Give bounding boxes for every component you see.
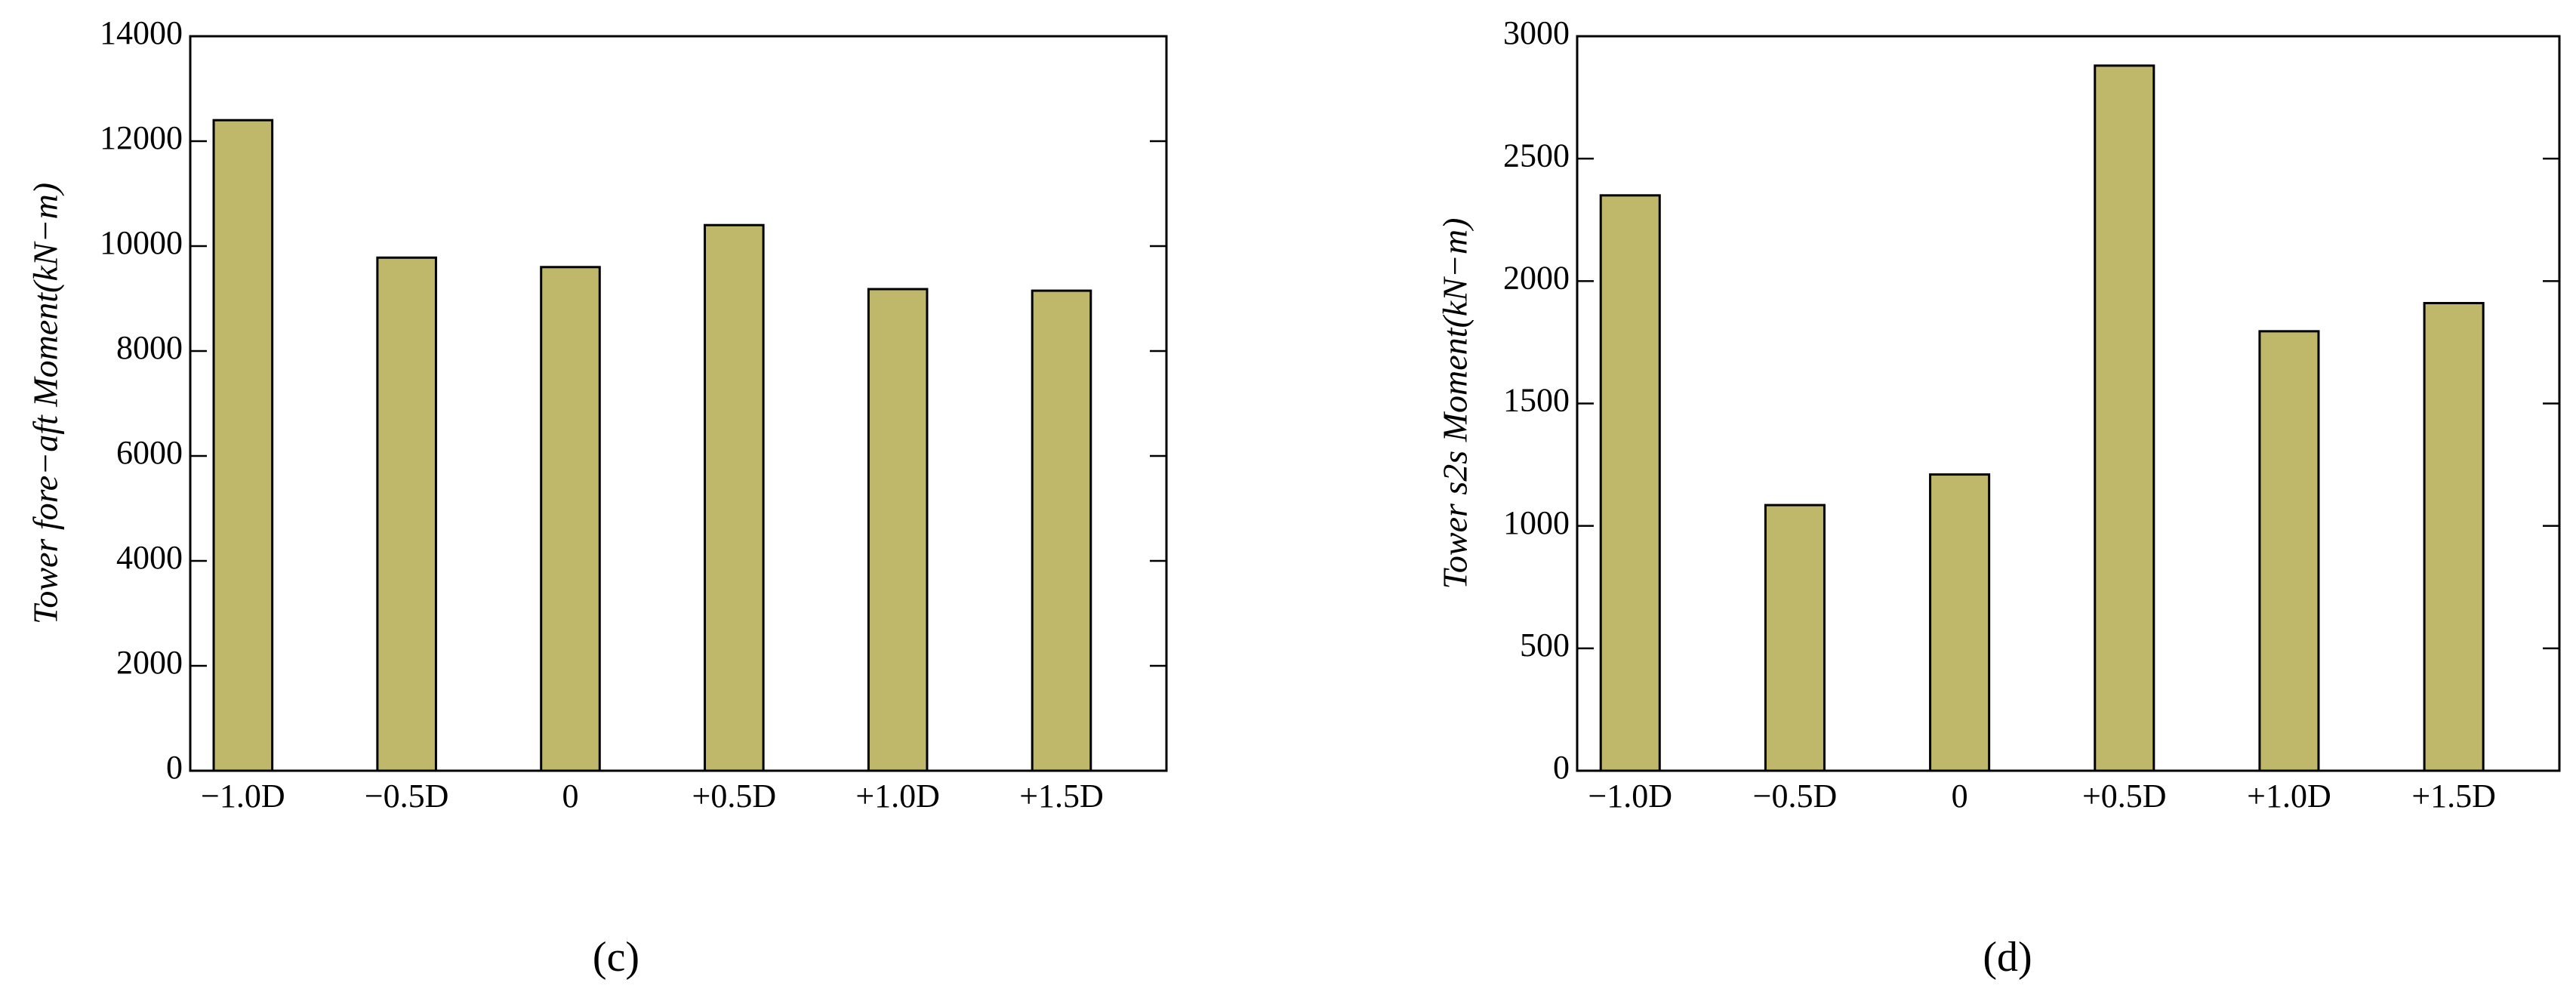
y-tick-label: 3000 xyxy=(1503,14,1570,51)
y-tick-label: 2000 xyxy=(116,644,183,681)
x-tick-label: +1.0D xyxy=(2247,778,2331,815)
y-tick-label: 6000 xyxy=(116,434,183,471)
bar xyxy=(2094,64,2155,772)
y-tick-label: 500 xyxy=(1520,627,1570,664)
y-axis-title: Tower fore−aft Moment(kN−m) xyxy=(26,183,65,624)
x-tick-label: +0.5D xyxy=(2082,778,2167,815)
caption: (d) xyxy=(1983,934,2032,981)
x-tick-label: −0.5D xyxy=(1753,778,1838,815)
y-tick-label: 0 xyxy=(166,749,183,786)
y-tick-label: 8000 xyxy=(116,329,183,366)
y-tick-label: 1000 xyxy=(1503,504,1570,541)
x-tick-label: +1.5D xyxy=(1019,778,1104,815)
bar xyxy=(1599,194,1661,772)
bar xyxy=(2423,302,2485,772)
x-tick-label: 0 xyxy=(1952,778,1968,815)
bar xyxy=(540,266,601,772)
bar xyxy=(867,288,929,772)
y-tick-label: 2500 xyxy=(1503,137,1570,174)
plot-frame xyxy=(1576,35,2561,772)
bar xyxy=(376,256,437,772)
y-tick-label: 14000 xyxy=(100,14,183,51)
y-tick-label: 12000 xyxy=(100,119,183,156)
plot-frame xyxy=(189,35,1168,772)
x-tick-label: +1.0D xyxy=(855,778,940,815)
bar xyxy=(2258,330,2320,772)
y-tick-label: 10000 xyxy=(100,224,183,261)
bar xyxy=(212,119,274,772)
x-tick-label: +1.5D xyxy=(2411,778,2496,815)
x-tick-label: −1.0D xyxy=(1588,778,1672,815)
bar xyxy=(1929,473,1991,772)
bar xyxy=(704,223,765,772)
y-tick-label: 0 xyxy=(1553,749,1570,786)
bar xyxy=(1031,289,1092,772)
y-axis-title: Tower s2s Moment(kN−m) xyxy=(1436,218,1474,590)
caption: (c) xyxy=(593,934,639,981)
x-tick-label: −0.5D xyxy=(365,778,449,815)
x-tick-label: +0.5D xyxy=(692,778,777,815)
x-tick-label: 0 xyxy=(562,778,578,815)
y-tick-label: 4000 xyxy=(116,539,183,576)
y-tick-label: 2000 xyxy=(1503,259,1570,296)
y-tick-label: 1500 xyxy=(1503,382,1570,419)
bar xyxy=(1764,504,1826,772)
x-tick-label: −1.0D xyxy=(201,778,285,815)
